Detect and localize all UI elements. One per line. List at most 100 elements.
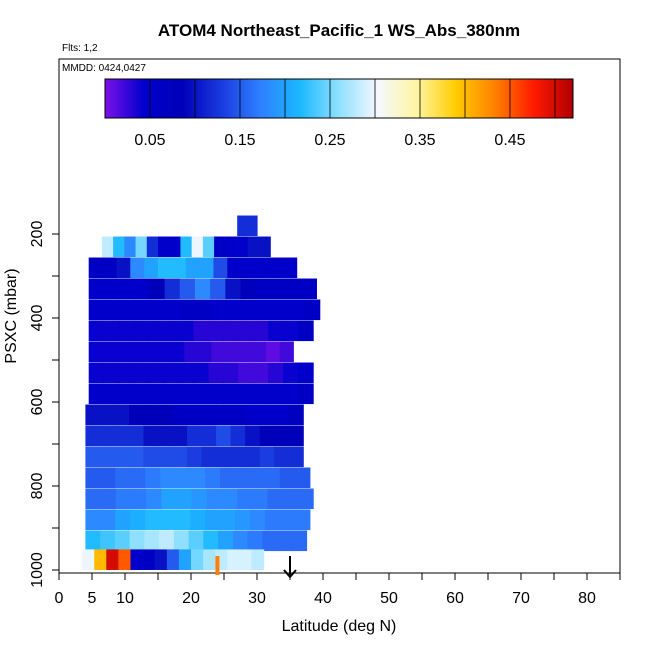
heatmap-cell xyxy=(268,383,284,405)
heatmap-cell xyxy=(264,509,281,531)
heatmap-cell xyxy=(223,383,239,405)
heatmap-cell xyxy=(191,236,204,258)
heatmap-cell xyxy=(130,549,144,570)
heatmap-cell xyxy=(172,404,188,426)
heatmap-cell xyxy=(103,278,120,300)
heatmap-cell xyxy=(100,509,116,531)
heatmap-cell xyxy=(294,509,311,531)
heatmap-cell xyxy=(104,299,121,321)
heatmap-cell xyxy=(118,383,135,405)
heatmap-cell xyxy=(88,341,103,363)
heatmap-cell xyxy=(130,467,146,489)
heatmap-cell xyxy=(205,467,221,489)
heatmap-cell xyxy=(175,467,191,489)
heatmap-cell xyxy=(193,320,209,342)
heatmap-cell xyxy=(172,446,188,468)
y-tick-label: 600 xyxy=(29,389,46,416)
heatmap-cell xyxy=(238,362,254,384)
heatmap-cell xyxy=(230,446,246,468)
heatmap-cell xyxy=(133,320,150,342)
heatmap-cell xyxy=(129,530,145,552)
heatmap-cell xyxy=(142,549,156,570)
heatmap-cell xyxy=(187,446,203,468)
heatmap-cell xyxy=(258,236,271,258)
heatmap-cell xyxy=(191,549,204,570)
heatmap-cell xyxy=(115,488,132,510)
heatmap-cell xyxy=(291,530,308,552)
heatmap-cell xyxy=(264,467,281,489)
colorbar: 0.05 0.15 0.25 0.35 0.45 xyxy=(104,78,574,149)
y-tick-label: 200 xyxy=(29,221,46,248)
heatmap-cell xyxy=(282,488,299,510)
heatmap-cell xyxy=(298,383,314,405)
heatmap-cell xyxy=(268,257,284,279)
heatmap-cell xyxy=(100,488,117,510)
x-axis-label: Latitude (deg N) xyxy=(282,618,397,635)
heatmap-cell xyxy=(197,341,213,363)
heatmap-cell xyxy=(143,446,159,468)
heatmap-cell xyxy=(114,404,130,426)
heatmap-cell xyxy=(154,549,168,570)
heatmap-cell xyxy=(238,320,254,342)
heatmap-cell xyxy=(85,467,101,489)
heatmap-cell xyxy=(99,446,116,468)
heatmap-cell xyxy=(193,362,209,384)
heatmap-cells xyxy=(82,215,321,570)
heatmap-cell xyxy=(119,278,135,300)
heatmap-cell xyxy=(277,530,293,552)
heatmap-cell xyxy=(94,549,107,570)
heatmap-cell xyxy=(102,341,117,363)
heatmap-cell xyxy=(253,320,269,342)
heatmap-cell xyxy=(119,299,136,321)
heatmap-cell xyxy=(158,257,173,279)
heatmap-cell xyxy=(163,362,180,384)
heatmap-cell xyxy=(259,425,275,447)
heatmap-cell xyxy=(199,257,215,279)
heatmap-cell xyxy=(115,341,131,363)
heatmap-cell xyxy=(158,404,174,426)
x-tick-label: 60 xyxy=(446,590,464,607)
heatmap-cell xyxy=(222,488,238,510)
heatmap-cell xyxy=(128,425,145,447)
heatmap-cell xyxy=(230,404,246,426)
heatmap-cell xyxy=(85,509,101,531)
heatmap-cell xyxy=(188,530,204,552)
chart-title: ATOM4 Northeast_Pacific_1 WS_Abs_380nm xyxy=(158,21,520,40)
y-axis-label: PSXC (mbar) xyxy=(3,268,20,363)
heatmap-cell xyxy=(279,467,296,489)
heatmap-cell xyxy=(145,467,161,489)
heatmap-cell xyxy=(185,257,201,279)
heatmap-cell xyxy=(144,257,159,279)
heatmap-cell xyxy=(172,425,188,447)
heatmap-cell xyxy=(88,257,104,279)
heatmap-cell xyxy=(238,341,253,363)
heatmap-cell xyxy=(251,549,265,570)
heatmap-cell xyxy=(148,383,165,405)
heatmap-cell xyxy=(288,299,305,321)
heatmap-cell xyxy=(114,530,131,552)
heatmap-cell xyxy=(159,530,175,552)
x-tick-label: 40 xyxy=(314,590,332,607)
heatmap-cell xyxy=(181,299,198,321)
heatmap-cell xyxy=(179,278,196,300)
heatmap-cell xyxy=(193,383,209,405)
latitude-bar-marker xyxy=(215,556,220,575)
heatmap-cell xyxy=(266,341,281,363)
x-tick-label: 70 xyxy=(512,590,530,607)
heatmap-cell xyxy=(223,362,239,384)
heatmap-cell xyxy=(227,549,240,570)
heatmap-cell xyxy=(170,341,185,363)
colorbar-tick-label: 0.35 xyxy=(404,132,435,149)
heatmap-cell xyxy=(227,257,242,279)
heatmap-cell xyxy=(88,278,105,300)
heatmap-cell xyxy=(128,404,145,426)
heatmap-cell xyxy=(237,215,245,237)
heatmap-cell xyxy=(245,446,261,468)
plot-frame xyxy=(58,58,621,574)
heatmap-cell xyxy=(214,236,226,258)
heatmap-cell xyxy=(164,278,181,300)
y-axis: 200 400 600 800 1000 xyxy=(29,221,59,588)
heatmap-cell xyxy=(213,257,228,279)
heatmap-cell xyxy=(245,404,261,426)
